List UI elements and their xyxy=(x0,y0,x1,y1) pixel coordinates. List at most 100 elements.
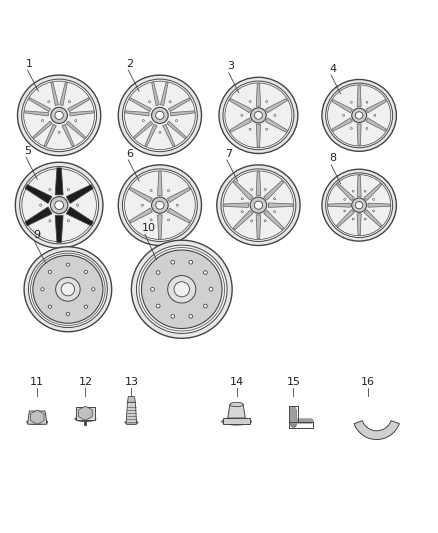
Ellipse shape xyxy=(366,101,368,103)
Ellipse shape xyxy=(48,270,52,273)
Text: 11: 11 xyxy=(30,377,44,387)
Polygon shape xyxy=(60,83,67,106)
Polygon shape xyxy=(163,124,175,147)
Ellipse shape xyxy=(24,247,112,332)
Ellipse shape xyxy=(148,101,151,103)
Text: 10: 10 xyxy=(141,223,155,233)
Text: 5: 5 xyxy=(24,146,31,156)
Ellipse shape xyxy=(48,305,52,308)
Text: 6: 6 xyxy=(127,149,134,159)
Ellipse shape xyxy=(152,107,168,124)
Polygon shape xyxy=(332,118,353,131)
Ellipse shape xyxy=(50,197,68,214)
Text: 3: 3 xyxy=(227,61,234,71)
Ellipse shape xyxy=(67,220,70,222)
Text: 12: 12 xyxy=(78,377,92,387)
Text: 8: 8 xyxy=(329,154,336,164)
Polygon shape xyxy=(230,99,251,112)
Ellipse shape xyxy=(352,198,367,212)
Polygon shape xyxy=(55,168,63,195)
Polygon shape xyxy=(256,125,261,147)
Polygon shape xyxy=(256,215,261,239)
Ellipse shape xyxy=(241,211,244,213)
Ellipse shape xyxy=(49,189,51,191)
Ellipse shape xyxy=(49,220,51,222)
Ellipse shape xyxy=(171,261,175,264)
Ellipse shape xyxy=(159,131,161,133)
Ellipse shape xyxy=(41,288,44,291)
Ellipse shape xyxy=(151,287,155,291)
Polygon shape xyxy=(223,418,250,424)
Ellipse shape xyxy=(61,282,74,296)
Ellipse shape xyxy=(343,115,344,116)
Polygon shape xyxy=(78,406,92,420)
Ellipse shape xyxy=(156,201,164,209)
Ellipse shape xyxy=(118,165,201,246)
Ellipse shape xyxy=(204,304,207,308)
Polygon shape xyxy=(66,207,93,226)
Polygon shape xyxy=(44,124,56,147)
Text: 7: 7 xyxy=(225,149,232,159)
Polygon shape xyxy=(265,118,287,132)
Ellipse shape xyxy=(171,314,175,318)
Ellipse shape xyxy=(168,190,170,191)
Ellipse shape xyxy=(249,101,251,102)
Text: 14: 14 xyxy=(230,377,244,387)
Ellipse shape xyxy=(266,128,268,130)
Ellipse shape xyxy=(55,201,64,209)
Ellipse shape xyxy=(177,204,178,206)
Ellipse shape xyxy=(350,101,352,103)
Ellipse shape xyxy=(58,131,60,133)
Ellipse shape xyxy=(169,101,171,103)
Polygon shape xyxy=(332,100,353,113)
Ellipse shape xyxy=(251,108,266,123)
Ellipse shape xyxy=(204,271,207,274)
Ellipse shape xyxy=(33,255,103,324)
Ellipse shape xyxy=(51,107,67,124)
Ellipse shape xyxy=(118,75,201,156)
Polygon shape xyxy=(357,214,361,235)
Ellipse shape xyxy=(18,75,101,156)
Ellipse shape xyxy=(141,250,222,328)
Ellipse shape xyxy=(254,201,262,209)
Polygon shape xyxy=(336,183,354,200)
Polygon shape xyxy=(129,188,152,203)
Polygon shape xyxy=(265,99,287,112)
Text: 4: 4 xyxy=(329,63,336,74)
Ellipse shape xyxy=(20,166,99,244)
Polygon shape xyxy=(233,211,253,230)
Ellipse shape xyxy=(15,162,103,248)
Ellipse shape xyxy=(254,111,262,119)
Ellipse shape xyxy=(264,189,266,191)
Text: 15: 15 xyxy=(286,377,300,387)
Polygon shape xyxy=(130,98,152,111)
Ellipse shape xyxy=(266,101,268,102)
Polygon shape xyxy=(127,397,135,402)
Ellipse shape xyxy=(189,261,193,264)
Text: 9: 9 xyxy=(33,230,40,240)
Polygon shape xyxy=(167,208,191,223)
Polygon shape xyxy=(25,111,49,116)
Ellipse shape xyxy=(156,111,164,119)
Polygon shape xyxy=(152,83,159,106)
Polygon shape xyxy=(62,124,74,147)
Ellipse shape xyxy=(251,220,253,222)
Ellipse shape xyxy=(150,219,152,221)
Ellipse shape xyxy=(122,79,197,152)
Text: 2: 2 xyxy=(127,59,134,69)
Ellipse shape xyxy=(352,108,367,123)
Ellipse shape xyxy=(364,218,366,220)
Ellipse shape xyxy=(230,402,243,407)
Ellipse shape xyxy=(152,197,168,213)
Polygon shape xyxy=(354,421,399,440)
Ellipse shape xyxy=(350,127,352,130)
Ellipse shape xyxy=(355,201,363,209)
Ellipse shape xyxy=(48,101,50,103)
Ellipse shape xyxy=(274,115,276,116)
Ellipse shape xyxy=(75,416,96,422)
Polygon shape xyxy=(366,118,386,131)
Polygon shape xyxy=(328,203,350,207)
Ellipse shape xyxy=(56,277,80,301)
Polygon shape xyxy=(126,402,137,424)
Ellipse shape xyxy=(21,79,96,152)
